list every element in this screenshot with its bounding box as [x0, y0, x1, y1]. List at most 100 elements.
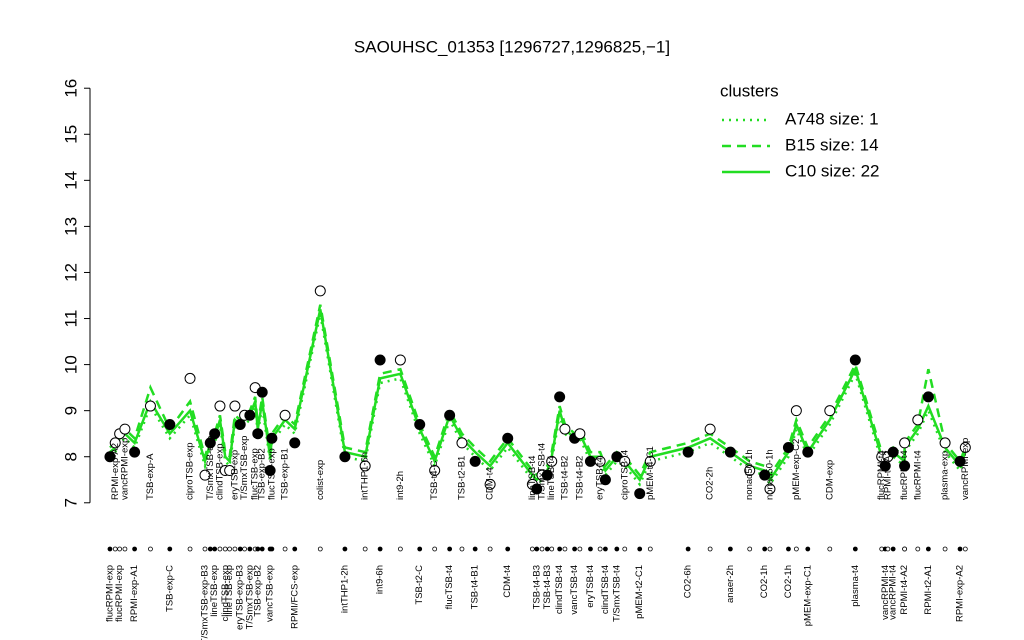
condition-label: CO2-2h	[705, 467, 716, 500]
rug-dot	[202, 546, 208, 552]
data-point	[289, 437, 301, 449]
condition-label: CDM-t4	[485, 467, 496, 500]
data-point	[199, 469, 211, 481]
rug-dot	[432, 546, 438, 552]
condition-label: plasma-t4	[850, 565, 861, 607]
chart-title: SAOUHSC_01353 [1296727,1296825,−1]	[354, 37, 670, 56]
condition-label: TSB-t4-B1	[470, 565, 481, 609]
cluster-line	[109, 309, 967, 483]
data-point	[229, 400, 241, 412]
data-point	[144, 400, 156, 412]
data-point	[634, 488, 646, 500]
condition-label: RPMI-t4-A2	[882, 450, 893, 500]
legend-label: A748 size: 1	[785, 109, 879, 128]
legend-title: clusters	[720, 81, 779, 100]
rug-dot	[647, 546, 653, 552]
rug-dot	[562, 546, 568, 552]
rug-dot	[112, 546, 118, 552]
data-point	[204, 437, 216, 449]
rug-dot	[539, 546, 545, 552]
rug-dot	[459, 546, 465, 552]
condition-label: TSB-exp-A	[145, 453, 156, 500]
rug-dot	[132, 546, 138, 552]
rug-dot	[549, 546, 555, 552]
rug-dot	[762, 546, 768, 552]
condition-label: clindTSB-exp	[220, 565, 231, 622]
data-point	[224, 465, 236, 477]
condition-label: colist-exp	[315, 460, 326, 500]
rug-dot	[557, 546, 563, 552]
condition-label: vancTSB-exp	[265, 565, 276, 622]
data-point	[887, 446, 899, 458]
data-point	[339, 451, 351, 463]
rug-dot	[572, 546, 577, 552]
data-point	[256, 386, 268, 398]
y-tick-label: 11	[61, 310, 80, 328]
y-tick-label: 16	[61, 79, 80, 98]
condition-label: pMEM-exp-C1	[802, 565, 813, 626]
condition-label: RPMI-exp-A2	[955, 565, 966, 622]
rug-dot	[472, 546, 478, 552]
rug-dot	[544, 546, 550, 552]
condition-label: pMEM-t4-C1	[645, 446, 656, 500]
condition-label: vancTSB-t4	[569, 565, 580, 615]
condition-label: eryTSB-t4	[585, 565, 596, 608]
condition-label: TSB-exp-B1	[280, 448, 291, 500]
condition-label: TSB-t2-C	[414, 565, 425, 605]
condition-label: flucRPMI-exp	[114, 565, 125, 622]
condition-label: intTHP1-2h	[339, 565, 350, 613]
condition-label: flucTSB-exp	[250, 448, 261, 500]
condition-label: vancRPMI-t4	[880, 565, 891, 620]
data-point	[912, 414, 924, 426]
condition-label: clindTSB-t4	[554, 565, 565, 614]
rug-dot	[890, 546, 896, 552]
condition-label: T/SmxTSB-exp	[239, 436, 250, 500]
rug-dot	[957, 546, 963, 552]
rug-dot	[247, 546, 253, 552]
rug-dot	[727, 546, 733, 552]
rug-dot	[622, 546, 628, 552]
cluster-line	[109, 304, 967, 478]
data-point	[164, 418, 176, 430]
condition-label: RPMI-t4-A2	[899, 565, 910, 615]
data-point	[244, 409, 256, 421]
condition-label: pMEM-exp-C2	[791, 439, 802, 500]
condition-label: ciproTSB-t4	[619, 450, 630, 500]
rug-dot	[747, 546, 753, 552]
condition-label: vancRPMI-exp	[960, 438, 971, 500]
data-point	[744, 465, 756, 477]
data-point	[279, 409, 291, 421]
data-point	[541, 469, 553, 481]
data-point	[619, 455, 631, 467]
y-tick-label: 13	[61, 217, 80, 236]
data-point	[252, 428, 264, 440]
condition-label: ciproTSB-exp	[185, 442, 196, 500]
data-point	[502, 432, 514, 444]
condition-label: lineTSB-t4	[527, 456, 538, 500]
data-point	[599, 474, 611, 486]
data-point	[484, 478, 496, 490]
condition-label: flucTSB-exp	[266, 448, 277, 500]
rug-dot	[377, 546, 383, 552]
data-point	[899, 437, 911, 449]
condition-label: flucRPMI-exp	[104, 565, 115, 622]
data-point	[359, 460, 371, 472]
condition-label: CO2-1h	[783, 565, 794, 598]
rug-dot	[122, 546, 128, 552]
condition-label: intTHP1-6h	[360, 452, 371, 500]
data-point	[764, 483, 776, 495]
rug-dot	[962, 546, 968, 552]
data-point	[759, 469, 771, 481]
data-point	[954, 455, 966, 467]
data-point	[939, 437, 951, 449]
condition-label: RPMI-t2-A1	[923, 565, 934, 615]
rug-dot	[212, 546, 218, 552]
rug-dot	[534, 546, 540, 552]
rug-dot	[207, 546, 213, 552]
rug-dot	[786, 546, 791, 552]
condition-label: RPMI/FCS-exp	[289, 565, 300, 629]
legend-label: C10 size: 22	[785, 161, 880, 180]
rug-dot	[505, 546, 511, 552]
rug-dot	[269, 546, 275, 552]
data-point	[314, 285, 326, 297]
